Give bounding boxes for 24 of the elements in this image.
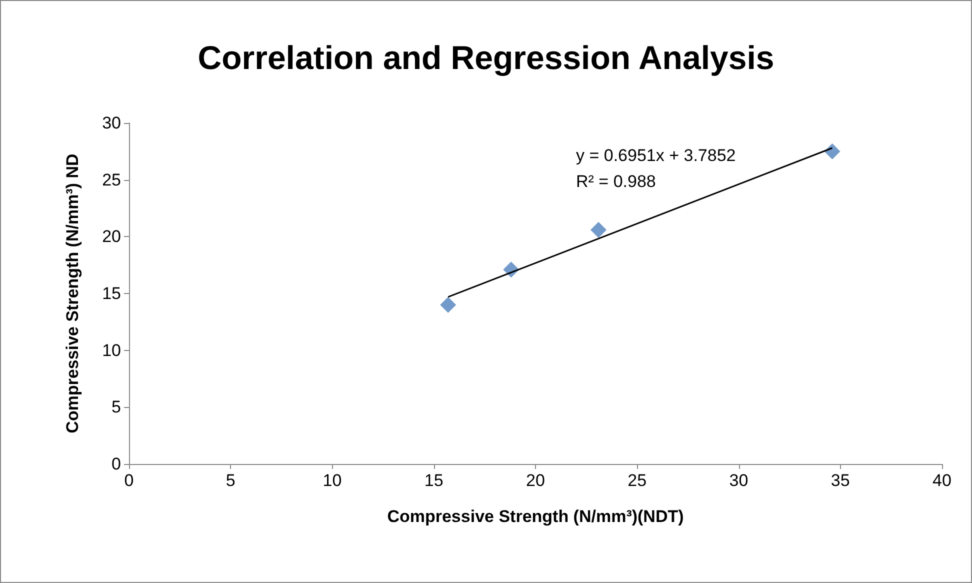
x-tick-label: 25 [628,471,647,490]
y-tick-label: 25 [102,170,121,190]
chart-title: Correlation and Regression Analysis [198,39,774,76]
x-tick-label: 10 [322,471,342,490]
x-axis-title: Compressive Strength (N/mm³)(NDT) [387,507,684,526]
y-axis-title: Compressive Strength (N/mm³) ND [63,154,82,434]
x-tick-label: 40 [932,471,952,490]
y-tick-label: 15 [102,284,121,303]
y-tick-label: 30 [102,114,121,132]
y-tick-label: 10 [102,340,121,360]
x-tick-label: 15 [424,471,444,490]
x-tick-label: 30 [729,471,748,490]
point [824,143,840,160]
point [440,296,456,313]
annotation: R² = 0.988 [576,172,656,191]
x-tick-label: 0 [124,471,134,490]
annotation: y = 0.6951x + 3.7852 [576,146,736,165]
y-tick-label: 5 [112,398,121,417]
x-tick-label: 35 [830,471,850,490]
point [590,222,607,238]
y-tick-label: 0 [112,454,121,474]
x-tick-label: 5 [226,471,236,490]
x-tick-label: 20 [526,471,545,490]
y-tick-label: 20 [102,227,121,246]
